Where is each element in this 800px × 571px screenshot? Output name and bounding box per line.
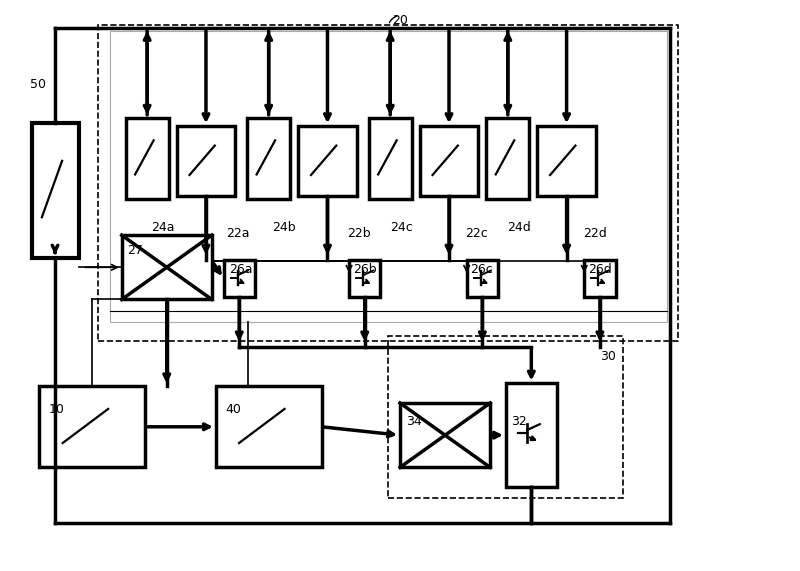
Bar [400, 403, 490, 467]
Bar [31, 123, 78, 258]
Text: 24b: 24b [272, 221, 296, 234]
Bar [538, 126, 596, 196]
Text: 26b: 26b [353, 263, 377, 276]
Text: 22c: 22c [465, 227, 488, 240]
Text: 40: 40 [225, 403, 241, 416]
Bar [39, 386, 146, 467]
Bar [349, 260, 381, 297]
Text: 26c: 26c [470, 263, 494, 276]
Bar [122, 235, 212, 300]
Bar [177, 126, 235, 196]
Bar [98, 25, 678, 341]
Bar [506, 384, 557, 487]
Text: 10: 10 [49, 403, 65, 416]
Text: 20: 20 [392, 14, 408, 27]
Bar [584, 260, 616, 297]
Bar [126, 118, 169, 199]
Text: 24a: 24a [150, 221, 174, 234]
Bar [486, 118, 530, 199]
Bar [369, 118, 412, 199]
Text: 27: 27 [127, 244, 143, 256]
Text: 32: 32 [511, 415, 527, 428]
Text: 22a: 22a [226, 227, 250, 240]
Bar [216, 386, 322, 467]
Text: 30: 30 [600, 350, 616, 363]
Text: 22b: 22b [347, 227, 371, 240]
Text: 24d: 24d [507, 221, 531, 234]
Text: 26a: 26a [229, 263, 253, 276]
Text: 24c: 24c [390, 221, 413, 234]
Bar [247, 118, 290, 199]
Bar [224, 260, 255, 297]
Text: 34: 34 [406, 415, 422, 428]
Text: 50: 50 [30, 78, 46, 91]
Bar [298, 126, 357, 196]
Bar [388, 336, 623, 498]
Text: 26d: 26d [588, 263, 612, 276]
Text: 22d: 22d [582, 227, 606, 240]
Bar [466, 260, 498, 297]
Bar [110, 31, 666, 322]
Bar [420, 126, 478, 196]
